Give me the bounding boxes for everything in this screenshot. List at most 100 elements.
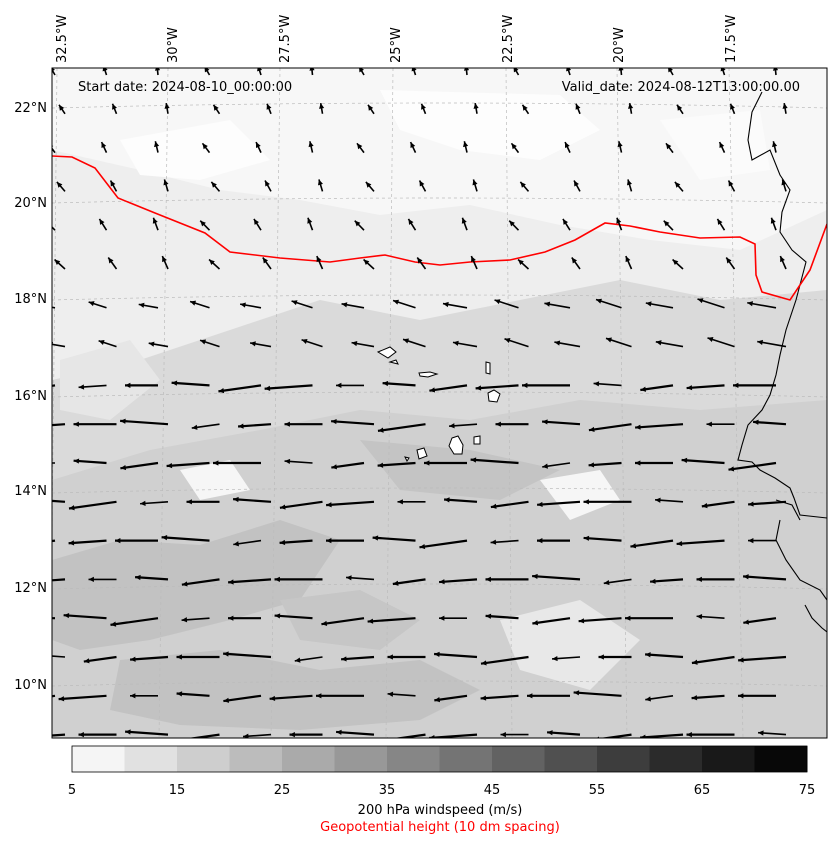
wind-arrow-shaft (176, 692, 210, 697)
gridline-lon (616, 68, 628, 738)
wind-arrow-head (419, 543, 426, 550)
wind-arrow-shaft (583, 536, 622, 542)
wind-arrow-head (341, 302, 348, 308)
colorbar-swatch (492, 746, 545, 772)
wind-arrow-head (571, 257, 578, 264)
gridline-lat (52, 391, 827, 398)
wind-arrow-shaft (485, 614, 519, 620)
wind-arrow-head (676, 540, 683, 547)
wind-arrow-head (726, 257, 732, 264)
wind-arrow-head (365, 181, 372, 188)
wind-arrow-shaft (645, 653, 684, 659)
wind-arrow-head (223, 651, 229, 657)
wind-arrow-head (504, 338, 511, 343)
wind-arrow-head (743, 574, 749, 580)
wind-arrow-head (542, 419, 548, 425)
wind-arrow-head (452, 340, 459, 346)
wind-arrow-head (596, 298, 602, 304)
wind-arrow-shaft (542, 420, 581, 426)
wind-arrow-head (243, 733, 249, 738)
wind-arrow-head (655, 497, 661, 503)
wind-arrow-head (686, 385, 693, 391)
wind-arrow-shaft (573, 691, 622, 697)
wind-arrow-head (674, 181, 681, 188)
wind-arrow-head (417, 257, 423, 264)
wind-arrow-shaft (321, 617, 365, 626)
wind-arrow-head (238, 423, 244, 429)
wind-arrow-head (202, 143, 208, 150)
wind-arrow-head (518, 259, 524, 266)
wind-arrow-shaft (233, 498, 272, 503)
wind-arrow-shaft (125, 730, 169, 736)
wind-arrow-head (485, 576, 491, 583)
colorbar-swatch (124, 746, 178, 772)
wind-arrow-shaft (223, 694, 262, 703)
wind-arrow-head (663, 220, 670, 227)
wind-arrow-shaft (691, 655, 735, 665)
wind-arrow-head (321, 620, 328, 627)
wind-arrow-head (575, 103, 581, 110)
wind-arrow-head (88, 576, 94, 583)
colorbar-tick-label: 45 (484, 783, 501, 798)
wind-arrow-head (583, 499, 589, 505)
colorbar-label: 200 hPa windspeed (m/s) (358, 803, 523, 818)
wind-arrow-head (485, 613, 492, 619)
wind-arrow-head (707, 337, 714, 342)
latitude-labels: 22°N 20°N 18°N 16°N 14°N 12°N 10°N (14, 101, 47, 693)
colorbar-swatch (229, 746, 283, 772)
wind-arrow-head (181, 581, 188, 587)
wind-arrow-head (542, 463, 548, 469)
wind-arrow-head (480, 660, 487, 666)
wind-arrow-head (697, 298, 704, 304)
wind-arrow-head (537, 537, 543, 544)
wind-arrow-head (284, 458, 291, 465)
wind-arrow-head (554, 340, 561, 346)
wind-arrow-head (176, 691, 183, 697)
wind-arrow-head (284, 421, 290, 427)
wind-arrow-head (316, 256, 322, 263)
lat-label: 18°N (14, 292, 47, 307)
wind-arrow-head (668, 68, 673, 73)
wind-arrow-head (223, 697, 230, 703)
wind-arrow-head (108, 257, 114, 264)
wind-arrow-head (240, 302, 246, 308)
wind-arrow-head (532, 573, 538, 580)
wind-arrow-head (63, 612, 70, 619)
wind-arrow-head (233, 541, 239, 547)
wind-arrow-shaft (83, 655, 117, 663)
wind-arrow-shaft (748, 500, 787, 506)
cape-verde-islands (376, 346, 501, 462)
wind-arrow-shaft (753, 420, 787, 426)
wind-arrow-head (645, 696, 651, 702)
wind-arrow-head (544, 301, 551, 307)
wind-arrow-head (429, 387, 436, 393)
wind-arrow-head (463, 141, 469, 148)
wind-arrow-head (112, 103, 117, 110)
wind-arrow-shaft (264, 384, 313, 390)
wind-arrow-head (618, 68, 624, 71)
colorbar-tick-label: 75 (799, 783, 816, 798)
windspeed-shade-white (120, 120, 270, 180)
gridline-lat (52, 583, 827, 590)
wind-arrow-head (574, 180, 579, 187)
wind-arrow-head (164, 103, 170, 109)
windspeed-shade-light (60, 340, 160, 420)
wind-arrow-shaft (269, 694, 313, 700)
wind-arrow-head (163, 179, 169, 186)
colorbar-swatch (387, 746, 440, 772)
wind-arrow-head (130, 656, 136, 662)
wind-arrow-head (341, 656, 347, 662)
gridline-lon (728, 68, 744, 738)
wind-arrow-head (691, 695, 698, 701)
wind-arrow-head (606, 337, 612, 343)
wind-arrow-head (336, 729, 342, 735)
wind-arrow-head (593, 381, 600, 387)
wind-arrow-head (578, 618, 585, 624)
wind-arrow-shaft (52, 694, 56, 698)
wind-arrow-head (748, 501, 754, 507)
wind-arrow-shaft (377, 423, 426, 432)
wind-arrow-shaft (336, 730, 375, 736)
wind-arrow-shaft (480, 694, 519, 700)
windspeed-shade-dark (360, 440, 560, 500)
wind-arrow-shaft (120, 419, 169, 426)
